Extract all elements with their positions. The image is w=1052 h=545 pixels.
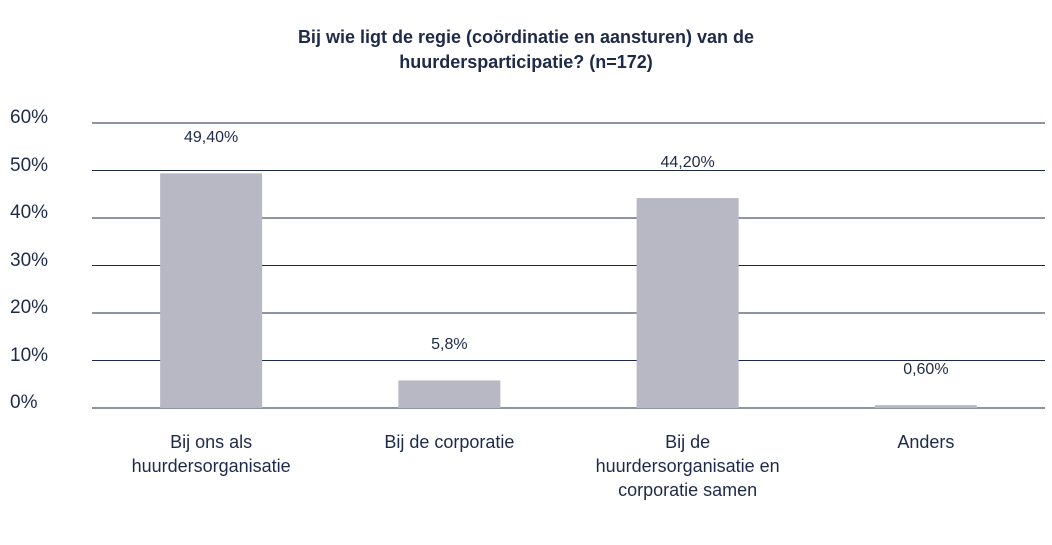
x-tick-label: Bij ons als huurdersorganisatie <box>131 432 291 476</box>
x-tick-label: Bij de corporatie <box>384 432 515 452</box>
y-tick-label: 60% <box>10 107 49 128</box>
y-tick-label: 40% <box>10 202 49 223</box>
bar <box>398 380 501 408</box>
bar <box>636 198 739 408</box>
chart-title: Bij wie ligt de regie (coördinatie en aa… <box>297 27 755 72</box>
y-tick-label: 30% <box>10 249 49 271</box>
x-tick-label: Anders <box>897 432 955 452</box>
y-tick-label: 0% <box>10 392 38 413</box>
value-label: 44,20% <box>660 154 715 172</box>
value-label: 5,8% <box>431 336 468 354</box>
x-tick-label: Bij de huurdersorganisatie en corporatie… <box>595 432 780 500</box>
y-tick-label: 20% <box>10 297 49 318</box>
bar <box>160 173 263 408</box>
bar <box>874 405 977 408</box>
value-label: 49,40% <box>183 129 239 147</box>
value-label: 0,60% <box>903 361 949 379</box>
y-tick-label: 10% <box>10 344 49 366</box>
y-tick-label: 50% <box>10 154 49 176</box>
